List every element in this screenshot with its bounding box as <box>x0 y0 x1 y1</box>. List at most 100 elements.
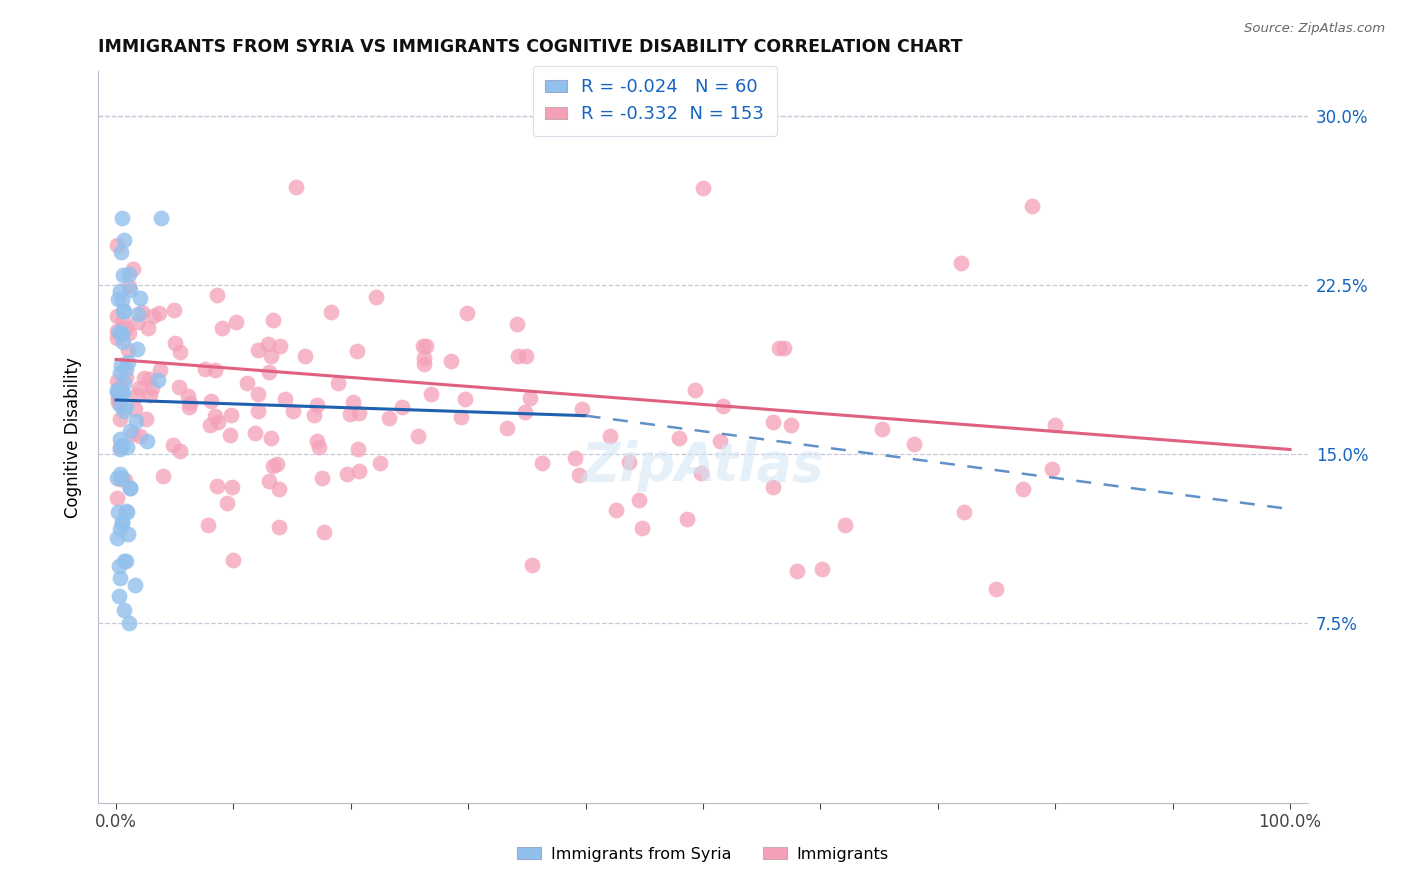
Point <box>870 422 893 436</box>
Point <box>247 386 270 401</box>
Point <box>115 554 138 568</box>
Point <box>689 466 711 480</box>
Point <box>440 354 463 368</box>
Point <box>1011 482 1033 496</box>
Point <box>124 578 146 592</box>
Point <box>117 615 139 630</box>
Point <box>111 268 134 282</box>
Point <box>108 412 131 426</box>
Point <box>107 505 129 519</box>
Point <box>108 432 131 446</box>
Point <box>342 395 364 409</box>
Point <box>617 454 640 468</box>
Point <box>454 392 477 406</box>
Point <box>207 479 229 493</box>
Point <box>115 504 138 518</box>
Point <box>105 471 128 485</box>
Point <box>221 553 243 567</box>
Point <box>115 399 138 413</box>
Point <box>267 520 290 534</box>
Point <box>950 255 973 269</box>
Point <box>165 335 187 350</box>
Point <box>257 474 280 488</box>
Point <box>339 407 361 421</box>
Point <box>419 387 441 401</box>
Text: Source: ZipAtlas.com: Source: ZipAtlas.com <box>1244 22 1385 36</box>
Point <box>294 349 316 363</box>
Point <box>786 564 808 578</box>
Point <box>112 303 135 318</box>
Point <box>564 450 586 465</box>
Point <box>675 511 697 525</box>
Point <box>121 426 143 441</box>
Point <box>571 401 593 416</box>
Point <box>204 409 226 424</box>
Point <box>125 414 148 428</box>
Point <box>605 503 627 517</box>
Point <box>986 582 1008 596</box>
Point <box>111 515 134 529</box>
Point <box>108 366 131 380</box>
Point <box>336 467 359 482</box>
Point <box>105 384 128 399</box>
Point <box>107 394 129 409</box>
Point <box>111 471 134 485</box>
Point <box>505 317 527 331</box>
Point <box>903 436 925 450</box>
Point <box>204 363 226 377</box>
Point <box>120 481 142 495</box>
Point <box>347 406 370 420</box>
Point <box>111 384 134 399</box>
Point <box>111 334 134 349</box>
Point <box>630 521 652 535</box>
Point <box>311 471 333 485</box>
Point <box>247 404 270 418</box>
Point <box>243 425 266 440</box>
Point <box>219 408 242 422</box>
Point <box>415 339 437 353</box>
Point <box>406 428 429 442</box>
Point <box>349 464 371 478</box>
Point <box>149 211 172 225</box>
Point <box>328 376 350 390</box>
Point <box>141 381 163 395</box>
Point <box>138 372 160 386</box>
Point <box>108 467 131 481</box>
Point <box>273 392 295 407</box>
Point <box>200 417 222 432</box>
Point <box>105 383 128 397</box>
Point <box>117 343 139 358</box>
Point <box>112 602 135 616</box>
Point <box>450 410 472 425</box>
Point <box>146 373 169 387</box>
Point <box>107 292 129 306</box>
Point <box>205 288 228 302</box>
Point <box>519 391 541 405</box>
Point <box>262 458 284 473</box>
Point <box>108 380 131 394</box>
Point <box>599 429 621 443</box>
Point <box>176 389 198 403</box>
Point <box>773 341 796 355</box>
Point <box>127 342 149 356</box>
Point <box>105 237 128 252</box>
Point <box>105 491 128 505</box>
Point <box>127 388 149 402</box>
Point <box>108 472 131 486</box>
Point <box>260 431 283 445</box>
Point <box>628 493 651 508</box>
Point <box>115 369 138 384</box>
Point <box>262 313 284 327</box>
Point <box>107 391 129 405</box>
Point <box>117 527 139 541</box>
Point <box>129 429 152 443</box>
Point <box>163 303 186 318</box>
Point <box>107 386 129 401</box>
Point <box>314 525 336 540</box>
Point <box>108 589 131 603</box>
Point <box>122 262 145 277</box>
Point <box>107 326 129 340</box>
Point <box>953 504 976 518</box>
Text: IMMIGRANTS FROM SYRIA VS IMMIGRANTS COGNITIVE DISABILITY CORRELATION CHART: IMMIGRANTS FROM SYRIA VS IMMIGRANTS COGN… <box>98 38 963 56</box>
Point <box>115 440 138 454</box>
